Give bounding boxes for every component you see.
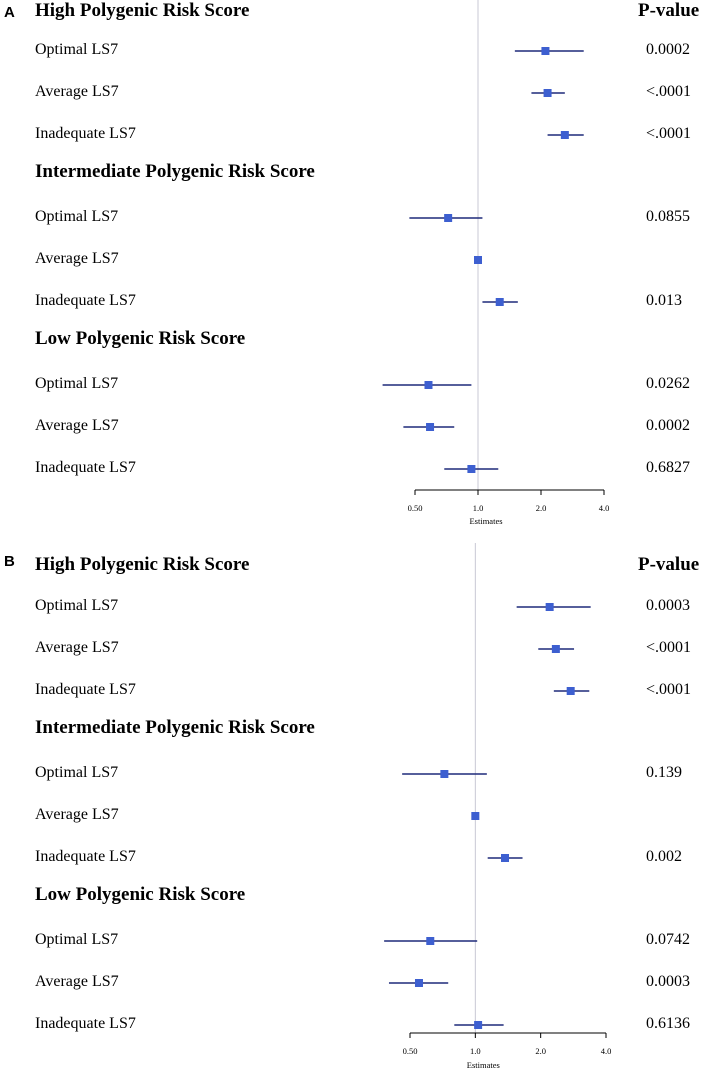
p-value: <.0001	[646, 681, 692, 698]
p-value: <.0001	[646, 125, 692, 142]
row-label: Average LS7	[35, 250, 119, 267]
row-label: Inadequate LS7	[35, 125, 136, 142]
forest-plot-panel-b: B 0.50 1.0 2.0 4.0 Estimates P-value High Pol…	[0, 543, 709, 1086]
group-title: Low Polygenic Risk Score	[35, 328, 246, 349]
row-label: Inadequate LS7	[35, 1015, 136, 1032]
x-tick-label: 0.50	[403, 1046, 418, 1056]
estimate-marker	[474, 256, 482, 264]
p-value: 0.0262	[646, 375, 690, 392]
row-label: Average LS7	[35, 417, 119, 434]
row-label: Optimal LS7	[35, 375, 119, 392]
row-label: Average LS7	[35, 639, 119, 656]
row-label: Inadequate LS7	[35, 848, 136, 865]
forest-plot-svg-a: 0.50 1.0 2.0 4.0 Estimates	[382, 0, 610, 526]
p-value: 0.013	[646, 292, 682, 309]
estimate-marker	[545, 603, 554, 611]
row-label: Inadequate LS7	[35, 292, 136, 309]
estimate-marker	[543, 89, 552, 97]
pvalue-header: P-value	[638, 554, 700, 575]
row-label: Inadequate LS7	[35, 459, 136, 476]
group-title: Intermediate Polygenic Risk Score	[35, 161, 315, 182]
p-value: 0.0002	[646, 417, 690, 434]
row-label: Inadequate LS7	[35, 681, 136, 698]
group-title: High Polygenic Risk Score	[35, 554, 250, 575]
row-label: Optimal LS7	[35, 208, 119, 225]
p-value: 0.0855	[646, 208, 690, 225]
estimate-marker	[426, 423, 435, 431]
p-value: 0.0742	[646, 931, 690, 948]
forest-plot-panel-a: A 0.50 1.0 2.0 4.0 Estimates P-value High Pol…	[4, 0, 700, 526]
group-title: Low Polygenic Risk Score	[35, 884, 246, 905]
estimate-marker	[440, 770, 449, 778]
row-label: Average LS7	[35, 806, 119, 823]
x-tick-label: 4.0	[599, 503, 610, 513]
estimate-marker	[560, 131, 569, 139]
x-tick-label: 2.0	[535, 1046, 546, 1056]
row-label: Optimal LS7	[35, 41, 119, 58]
row-label: Optimal LS7	[35, 764, 119, 781]
pvalue-header: P-value	[638, 0, 700, 21]
x-tick-label: 1.0	[473, 503, 484, 513]
x-tick-label: 2.0	[536, 503, 547, 513]
x-tick-label: 0.50	[408, 503, 423, 513]
x-tick-label: 4.0	[601, 1046, 612, 1056]
estimate-marker	[501, 854, 510, 862]
p-value: 0.0002	[646, 41, 690, 58]
forest-plot-svg-b: 0.50 1.0 2.0 4.0 Estimates	[384, 543, 612, 1070]
p-value: <.0001	[646, 83, 692, 100]
p-value: 0.139	[646, 764, 682, 781]
panel-label: B	[4, 553, 15, 570]
estimate-marker	[551, 645, 560, 653]
group-title: Intermediate Polygenic Risk Score	[35, 717, 315, 738]
x-axis-label: Estimates	[469, 516, 502, 526]
p-value: 0.0003	[646, 597, 690, 614]
x-axis-label: Estimates	[467, 1060, 500, 1070]
p-value: 0.0003	[646, 973, 690, 990]
estimate-marker	[495, 298, 504, 306]
p-value: 0.6136	[646, 1015, 690, 1032]
p-value: 0.6827	[646, 459, 690, 476]
row-label: Optimal LS7	[35, 931, 119, 948]
estimate-marker	[444, 214, 453, 222]
estimate-marker	[471, 812, 480, 820]
row-label: Average LS7	[35, 973, 119, 990]
group-title: High Polygenic Risk Score	[35, 0, 250, 21]
estimate-marker	[424, 381, 433, 389]
row-label: Average LS7	[35, 83, 119, 100]
estimate-marker	[467, 465, 476, 473]
estimate-marker	[566, 687, 575, 695]
estimate-marker	[426, 937, 435, 945]
estimate-marker	[541, 47, 550, 55]
row-label: Optimal LS7	[35, 597, 119, 614]
p-value: 0.002	[646, 848, 682, 865]
estimate-marker	[474, 1021, 483, 1029]
estimate-marker	[414, 979, 423, 987]
x-tick-label: 1.0	[470, 1046, 481, 1056]
p-value: <.0001	[646, 639, 692, 656]
panel-label: A	[4, 4, 15, 21]
